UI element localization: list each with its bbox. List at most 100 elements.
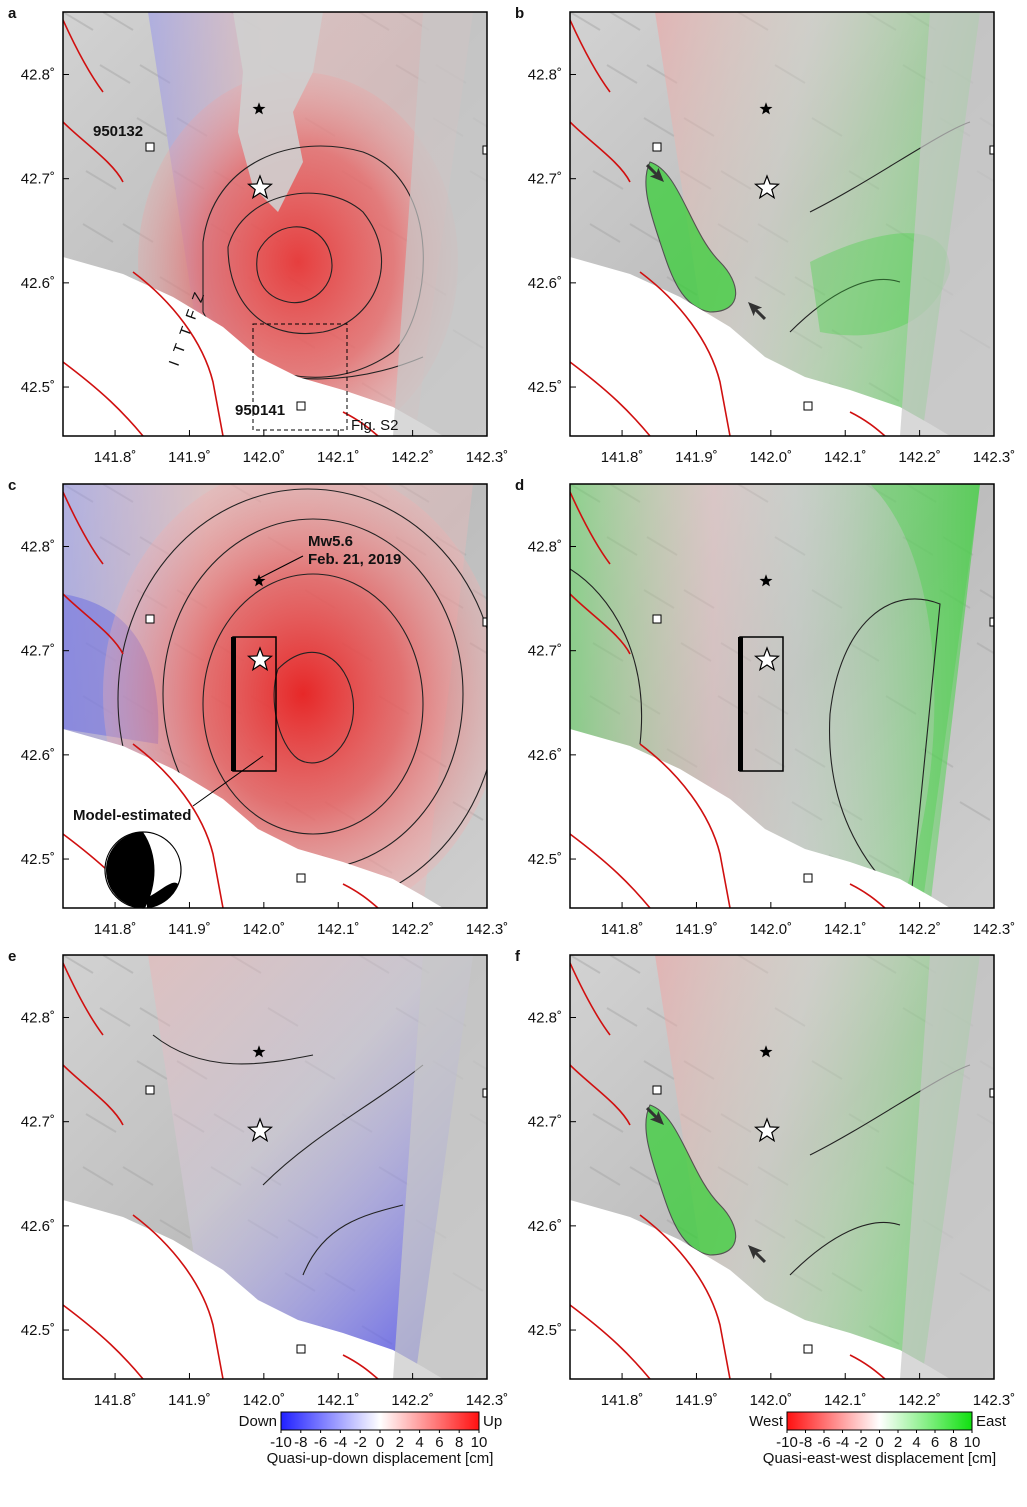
- x-tick-label: 142.2˚: [391, 921, 434, 938]
- gnss-station: [803, 873, 813, 883]
- fault-line: [570, 833, 651, 908]
- y-tick-label: 42.8˚: [528, 67, 562, 84]
- map-content: [63, 955, 487, 1379]
- epicenter-star: [252, 102, 266, 115]
- hillshade: [976, 642, 994, 655]
- hillshade: [63, 955, 94, 974]
- y-tick-label: 42.5˚: [21, 1322, 55, 1339]
- x-tick-label: 142.1˚: [317, 1392, 360, 1409]
- eastward-area: [645, 161, 737, 313]
- fault-line: [132, 743, 224, 908]
- fault-line: [639, 743, 731, 908]
- epicenter-star: [252, 1045, 266, 1058]
- colorbar-tick-label: 4: [912, 1434, 920, 1451]
- hillshade: [136, 1060, 168, 1080]
- colorbar-tick-label: -8: [294, 1434, 307, 1451]
- fault-line: [342, 883, 379, 908]
- colorbar: West East -10 -8 -6 -4 -2 0 2 4 6 8 10Quasi-east-wes…: [749, 1411, 1007, 1467]
- x-tick-label: 141.8˚: [601, 449, 644, 466]
- y-tick-label: 42.7˚: [528, 1114, 562, 1131]
- fault-line: [63, 361, 144, 436]
- colorbar-tick-label: 8: [455, 1434, 463, 1451]
- fault-line: [849, 411, 886, 436]
- y-tick-label: 42.6˚: [528, 275, 562, 292]
- epicenter-star: [753, 646, 781, 672]
- contour: [117, 488, 487, 908]
- y-tick-label: 42.8˚: [21, 1010, 55, 1027]
- fault-line: [849, 1354, 886, 1379]
- hillshade: [609, 955, 641, 974]
- x-tick-label: 142.1˚: [317, 449, 360, 466]
- colorbar-tick-label: -2: [854, 1434, 867, 1451]
- contour: [828, 598, 941, 908]
- epicenter-star: [246, 1117, 274, 1143]
- map-content: [63, 12, 487, 436]
- hillshade: [85, 170, 117, 190]
- colorbar-tick-label: -10: [776, 1434, 798, 1451]
- hillshade: [122, 1166, 154, 1186]
- y-tick-label: 42.5˚: [528, 379, 562, 396]
- gnss-station: [652, 614, 662, 624]
- panel-label: f: [515, 948, 521, 965]
- y-tick-label: 42.7˚: [21, 1114, 55, 1131]
- fault-line: [639, 1214, 731, 1379]
- y-tick-label: 42.5˚: [21, 851, 55, 868]
- annotation: Feb. 21, 2019: [308, 551, 401, 568]
- annotation: Mw5.6: [308, 533, 353, 550]
- sea: [63, 1200, 443, 1379]
- y-tick-label: 42.8˚: [528, 539, 562, 556]
- y-tick-label: 42.7˚: [528, 643, 562, 660]
- fault-line: [63, 19, 104, 93]
- no-data: [393, 955, 487, 1379]
- colorbar-title: Quasi-east-west displacement [cm]: [763, 1450, 996, 1467]
- colorbar-tick-label: -4: [334, 1434, 347, 1451]
- annotation: Fig. S2: [351, 417, 399, 434]
- fault-line: [342, 1354, 379, 1379]
- epicenter-star: [252, 574, 266, 587]
- hillshade: [570, 955, 601, 974]
- x-tick-label: 142.3˚: [466, 921, 509, 938]
- colorbar-tick-label: -2: [354, 1434, 367, 1451]
- frame: [569, 954, 995, 1380]
- sea: [570, 729, 950, 908]
- focal-mechanism-compression: [106, 832, 155, 909]
- fault-line: [570, 1304, 651, 1379]
- colorbar-tick-label: 10: [471, 1434, 488, 1451]
- colorbar-tick-label: 2: [396, 1434, 404, 1451]
- fault-line: [132, 271, 224, 436]
- eastward-area: [870, 484, 980, 908]
- annotation: 950141: [235, 402, 285, 419]
- epicenter-star: [753, 1117, 781, 1143]
- x-tick-label: 142.2˚: [898, 1392, 941, 1409]
- x-tick-label: 142.3˚: [973, 1392, 1016, 1409]
- sea: [570, 1200, 950, 1379]
- displacement: [655, 955, 980, 1379]
- x-tick-label: 142.0˚: [750, 1392, 793, 1409]
- y-tick-label: 42.7˚: [21, 171, 55, 188]
- x-tick-label: 141.8˚: [94, 1392, 137, 1409]
- colorbar-scale: [786, 1411, 973, 1431]
- epicenter-star: [759, 1045, 773, 1058]
- frame: [62, 483, 488, 909]
- colorbar-low-label: West: [749, 1413, 784, 1430]
- annotation: 950132: [93, 123, 143, 140]
- colorbar-tick-label: -10: [270, 1434, 292, 1451]
- hillshade: [629, 223, 661, 243]
- hillshade: [609, 12, 641, 31]
- fault-line: [63, 491, 104, 565]
- fault-line: [570, 1064, 631, 1126]
- no-data: [900, 955, 994, 1379]
- map-panel: d 141.8˚ 141.9˚ 142.0˚ 142.1˚ 142.2˚ 142.3˚ 42.…: [515, 477, 1015, 938]
- hillshade: [606, 1007, 638, 1027]
- gnss-station: [482, 145, 487, 155]
- fault-line: [570, 361, 651, 436]
- hillshade: [85, 1113, 117, 1133]
- hillshade: [82, 223, 114, 243]
- y-tick-label: 42.7˚: [528, 171, 562, 188]
- gnss-station: [145, 614, 155, 624]
- x-tick-label: 141.9˚: [675, 449, 718, 466]
- fault-line: [639, 271, 731, 436]
- gnss-station: [482, 1088, 487, 1098]
- frame: [569, 11, 995, 437]
- x-tick-label: 142.2˚: [391, 1392, 434, 1409]
